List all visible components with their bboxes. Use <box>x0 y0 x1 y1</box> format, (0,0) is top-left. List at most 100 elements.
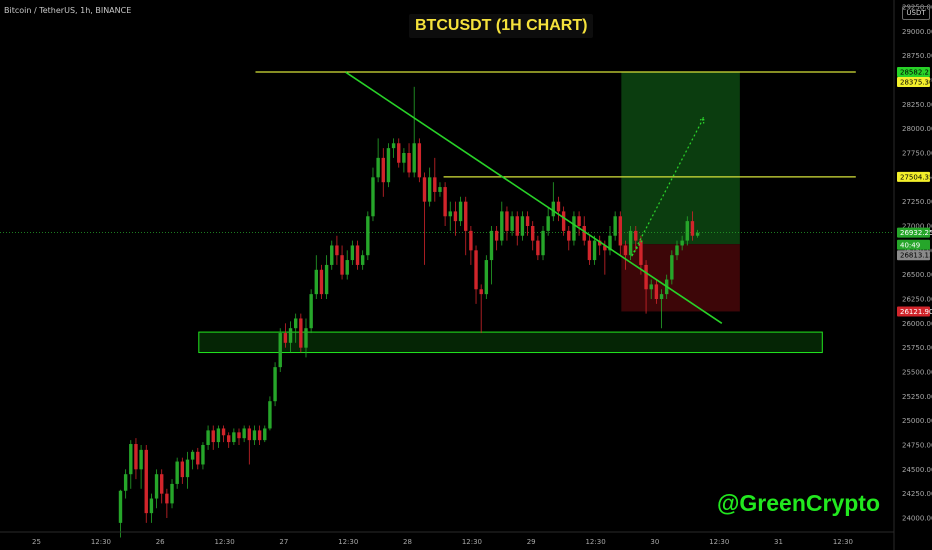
candle-body <box>505 211 509 231</box>
candle <box>458 196 463 226</box>
currency-badge[interactable]: USDT <box>902 6 930 20</box>
candle-body <box>628 230 633 256</box>
candle-body <box>304 328 308 348</box>
price-axis[interactable]: 24000.00 24250.00 24500.00 24750.00 25000.00… <box>893 0 932 550</box>
candle <box>144 445 148 523</box>
price-tag-bg <box>897 250 930 261</box>
candle-body <box>587 240 592 261</box>
candle-body <box>345 260 349 275</box>
candle <box>216 425 221 448</box>
candle-body <box>402 153 406 163</box>
candle-body <box>319 269 324 295</box>
candle-body <box>536 240 540 256</box>
price-tag: 40:49 <box>897 239 930 250</box>
symbol-info: Bitcoin / TetherUS, 1h, BINANCE <box>4 6 132 15</box>
stop-box <box>621 244 740 312</box>
candle-body <box>211 430 215 443</box>
candle-body <box>469 230 473 251</box>
candle-body <box>608 235 612 251</box>
candle <box>479 284 483 334</box>
candle-body <box>299 318 303 348</box>
candle <box>623 240 628 270</box>
candle-body <box>360 255 365 265</box>
candle-body <box>427 177 432 202</box>
time-tick-label: 12:30 <box>214 538 234 546</box>
candle-body <box>551 201 556 217</box>
candle <box>366 211 370 261</box>
candle <box>417 138 422 183</box>
time-axis[interactable]: 25 12:30 26 12:30 27 12:30 28 12:30 29 12:30 30 12:… <box>0 531 894 546</box>
candle <box>402 148 406 173</box>
candle-body <box>397 143 401 163</box>
price-tag-label: 26121.90 <box>900 308 932 316</box>
candle-body <box>685 221 689 241</box>
candle-body <box>232 432 236 443</box>
candle <box>634 226 638 251</box>
candle-body <box>324 264 329 295</box>
candle-body <box>510 216 514 231</box>
candle-body <box>561 211 566 231</box>
candle <box>505 206 509 241</box>
candle <box>196 447 200 470</box>
candle <box>567 226 571 251</box>
candle <box>618 211 623 256</box>
time-tick-label: 30 <box>650 538 659 546</box>
candle <box>546 206 550 236</box>
price-tag-label: 40:49 <box>900 241 920 249</box>
candle-body <box>252 430 257 441</box>
trendline <box>345 71 723 324</box>
candle <box>628 226 633 261</box>
candle <box>190 449 195 470</box>
candle <box>438 182 442 197</box>
price-tick-label: 26000.00 <box>902 320 932 328</box>
candle-body <box>659 294 664 299</box>
candle <box>613 211 617 241</box>
candle-body <box>634 230 638 241</box>
candle <box>175 457 179 489</box>
candle <box>314 255 318 299</box>
candle-body <box>417 143 422 178</box>
candle-body <box>206 430 210 445</box>
price-tag: 28375.30 <box>897 76 932 87</box>
candle <box>484 255 489 299</box>
candle <box>350 240 355 265</box>
price-tag-bg <box>897 171 930 182</box>
candle <box>500 201 504 246</box>
candle-body <box>515 216 519 236</box>
zones-layer <box>198 71 823 354</box>
candle <box>129 440 133 489</box>
candle-body <box>283 333 288 343</box>
candle-body <box>690 221 695 236</box>
candle <box>160 469 164 504</box>
candle <box>407 143 411 178</box>
candle-body <box>201 445 205 465</box>
candle <box>644 260 648 314</box>
price-tick-label: 29250.00 <box>902 4 932 12</box>
candle-body <box>123 474 128 491</box>
candle-body <box>654 284 659 299</box>
candle-body <box>247 428 252 441</box>
candle <box>577 211 581 236</box>
candle <box>257 425 262 445</box>
price-tick-label: 26500.00 <box>902 271 932 279</box>
candle-body <box>268 401 272 429</box>
candle <box>561 206 566 236</box>
candle-body <box>582 226 586 241</box>
price-tag-bg <box>897 76 930 87</box>
candle <box>541 226 545 261</box>
candle-body <box>160 474 164 494</box>
candle-body <box>149 498 154 514</box>
candle <box>680 235 684 251</box>
candle-body <box>479 289 483 295</box>
price-tag: 28582.21 <box>897 66 932 77</box>
price-tag-bg <box>897 66 930 77</box>
candle <box>170 479 174 509</box>
candle-body <box>639 240 643 265</box>
candle-body <box>618 216 623 246</box>
candle <box>123 469 128 499</box>
candle-body <box>680 240 684 246</box>
candle <box>330 240 334 270</box>
candle <box>489 226 494 285</box>
